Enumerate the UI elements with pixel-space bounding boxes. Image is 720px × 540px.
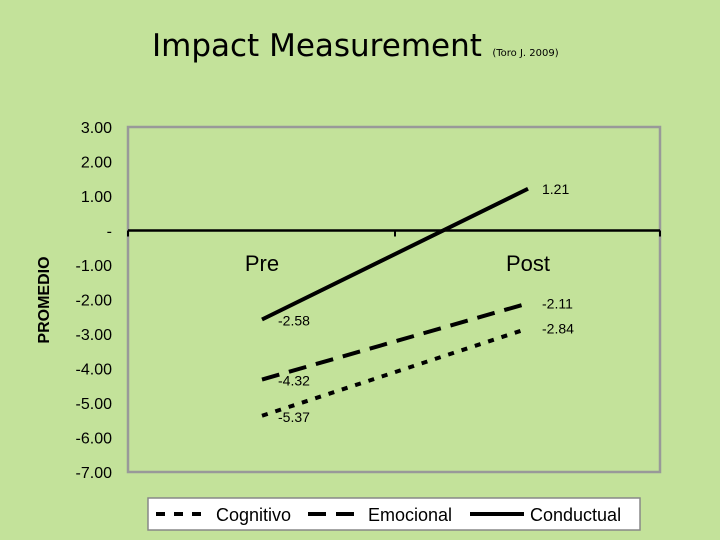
category-labels: Pre Post xyxy=(245,251,550,276)
y-tick-label: -4.00 xyxy=(76,362,113,379)
y-axis-label: PROMEDIO xyxy=(36,256,53,343)
legend-box xyxy=(147,497,641,531)
series-line-emocional xyxy=(261,301,529,382)
zero-axis xyxy=(127,229,661,237)
y-axis-ticks: 3.00 2.00 1.00 - -1.00 -2.00 -3.00 -4.00 -5.00 -6… xyxy=(76,120,113,482)
y-tick-label: -7.00 xyxy=(76,465,113,482)
data-label-conductual: -2.58 xyxy=(278,313,310,329)
legend: Cognitivo Emocional Conductual xyxy=(147,497,641,531)
data-label-cognitivo: -5.37 xyxy=(278,409,310,425)
legend-label-emocional: Emocional xyxy=(368,505,452,525)
data-label-cognitivo: -2.84 xyxy=(542,320,574,336)
title-block: Impact Measurement (Toro J. 2009) xyxy=(152,28,559,64)
y-tick-label: -2.00 xyxy=(76,293,113,310)
chart-subtitle: (Toro J. 2009) xyxy=(492,48,559,59)
chart-title: Impact Measurement xyxy=(152,28,482,64)
data-label-emocional: -2.11 xyxy=(542,295,573,311)
y-tick-label: -3.00 xyxy=(76,327,113,344)
series-line-cognitivo xyxy=(261,326,529,418)
y-tick-label: 3.00 xyxy=(81,120,112,137)
y-tick-label: -5.00 xyxy=(76,396,113,413)
data-labels: -5.37 -2.84 -4.32 -2.11 -2.58 1.21 xyxy=(278,181,574,425)
category-label-post: Post xyxy=(506,251,550,276)
plot-area xyxy=(126,125,662,474)
y-tick-label: 2.00 xyxy=(81,155,112,172)
series-line-conductual xyxy=(261,186,529,322)
y-tick-label: -1.00 xyxy=(76,258,113,275)
legend-label-cognitivo: Cognitivo xyxy=(216,505,291,525)
y-tick-label: - xyxy=(107,224,112,241)
data-label-emocional: -4.32 xyxy=(278,373,310,389)
series-lines xyxy=(261,186,529,418)
data-label-conductual: 1.21 xyxy=(542,181,569,197)
category-label-pre: Pre xyxy=(245,251,279,276)
legend-label-conductual: Conductual xyxy=(530,505,621,525)
y-tick-label: -6.00 xyxy=(76,431,113,448)
y-tick-label: 1.00 xyxy=(81,189,112,206)
